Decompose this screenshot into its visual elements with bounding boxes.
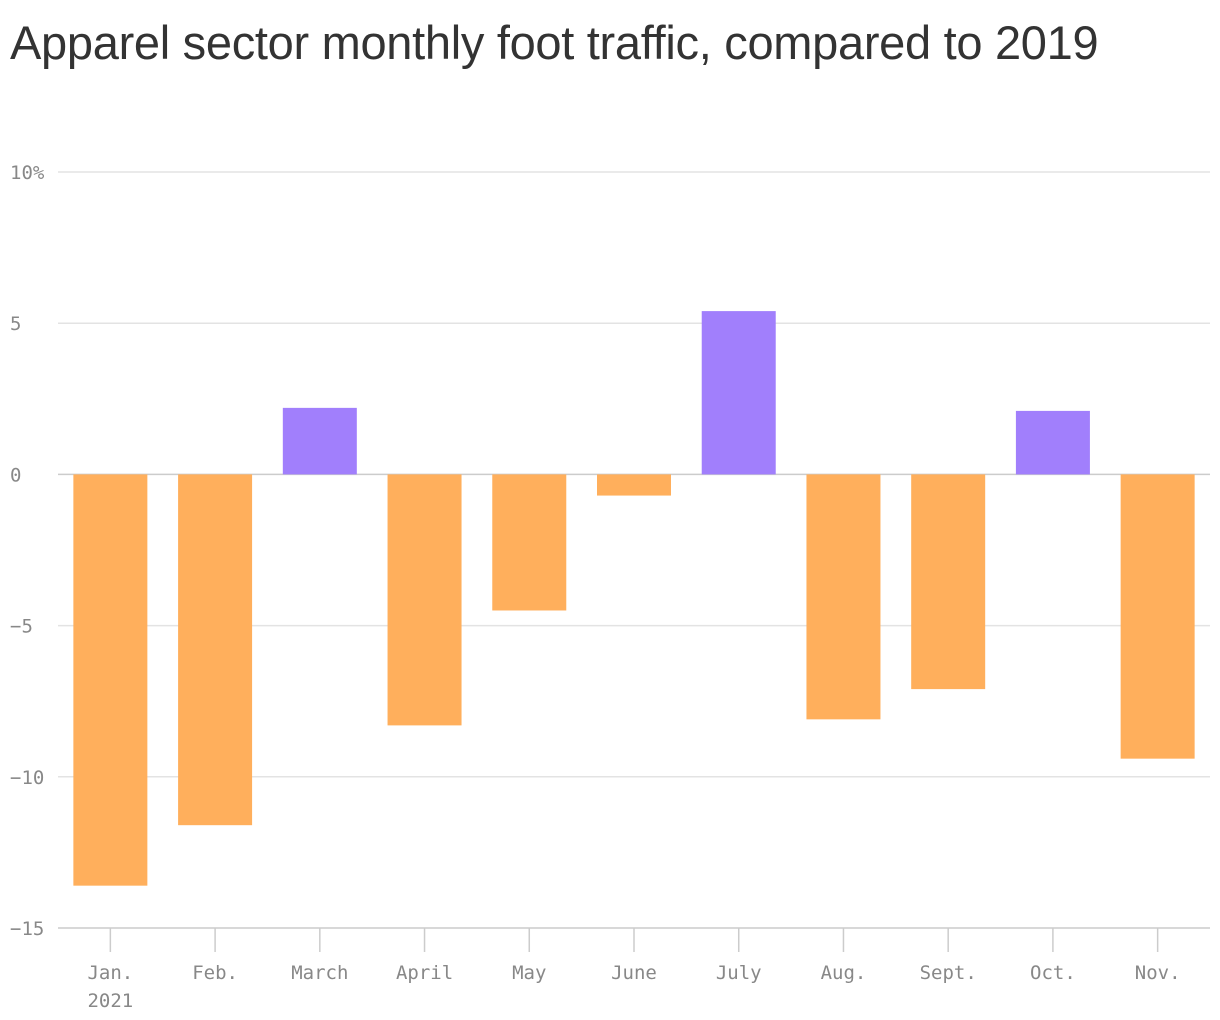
bar-sept <box>911 474 986 690</box>
bar-oct <box>1015 410 1090 475</box>
x-tick-label: Aug. <box>821 962 867 984</box>
x-tick-label: Oct. <box>1030 962 1076 984</box>
y-tick-label: 0 <box>10 464 21 486</box>
y-tick-label: 5 <box>10 313 21 335</box>
x-tick-label: April <box>396 962 453 984</box>
bar-july <box>701 311 776 475</box>
bar-aug <box>806 474 881 720</box>
bar-jan <box>73 474 148 886</box>
x-tick-label: Nov. <box>1135 962 1181 984</box>
bar-march <box>282 407 357 475</box>
chart-title: Apparel sector monthly foot traffic, com… <box>10 16 1099 69</box>
x-tick-sublabel: 2021 <box>87 990 133 1012</box>
x-tick-label: July <box>716 962 762 984</box>
x-tick-label: June <box>611 962 657 984</box>
x-tick-label: Jan. <box>87 962 133 984</box>
x-tick-label: March <box>291 962 348 984</box>
y-tick-label: 10% <box>10 162 45 184</box>
bar-feb <box>178 474 253 826</box>
x-tick-label: May <box>512 962 546 984</box>
bars <box>73 311 1195 886</box>
bar-nov <box>1120 474 1195 759</box>
y-axis-labels: 10% 5 0 −5 −10 −15 <box>10 162 45 940</box>
bar-april <box>387 474 462 726</box>
bar-may <box>492 474 567 611</box>
bar-june <box>597 474 671 496</box>
y-tick-label: −5 <box>10 616 33 638</box>
y-tick-label: −15 <box>10 918 44 940</box>
x-axis-labels: Jan. 2021 Feb. March April May June July Aug. Sep… <box>87 962 1180 1012</box>
y-tick-label: −10 <box>10 767 44 789</box>
x-axis-ticks <box>109 928 1159 952</box>
x-tick-label: Feb. <box>192 962 238 984</box>
x-tick-label: Sept. <box>920 962 977 984</box>
